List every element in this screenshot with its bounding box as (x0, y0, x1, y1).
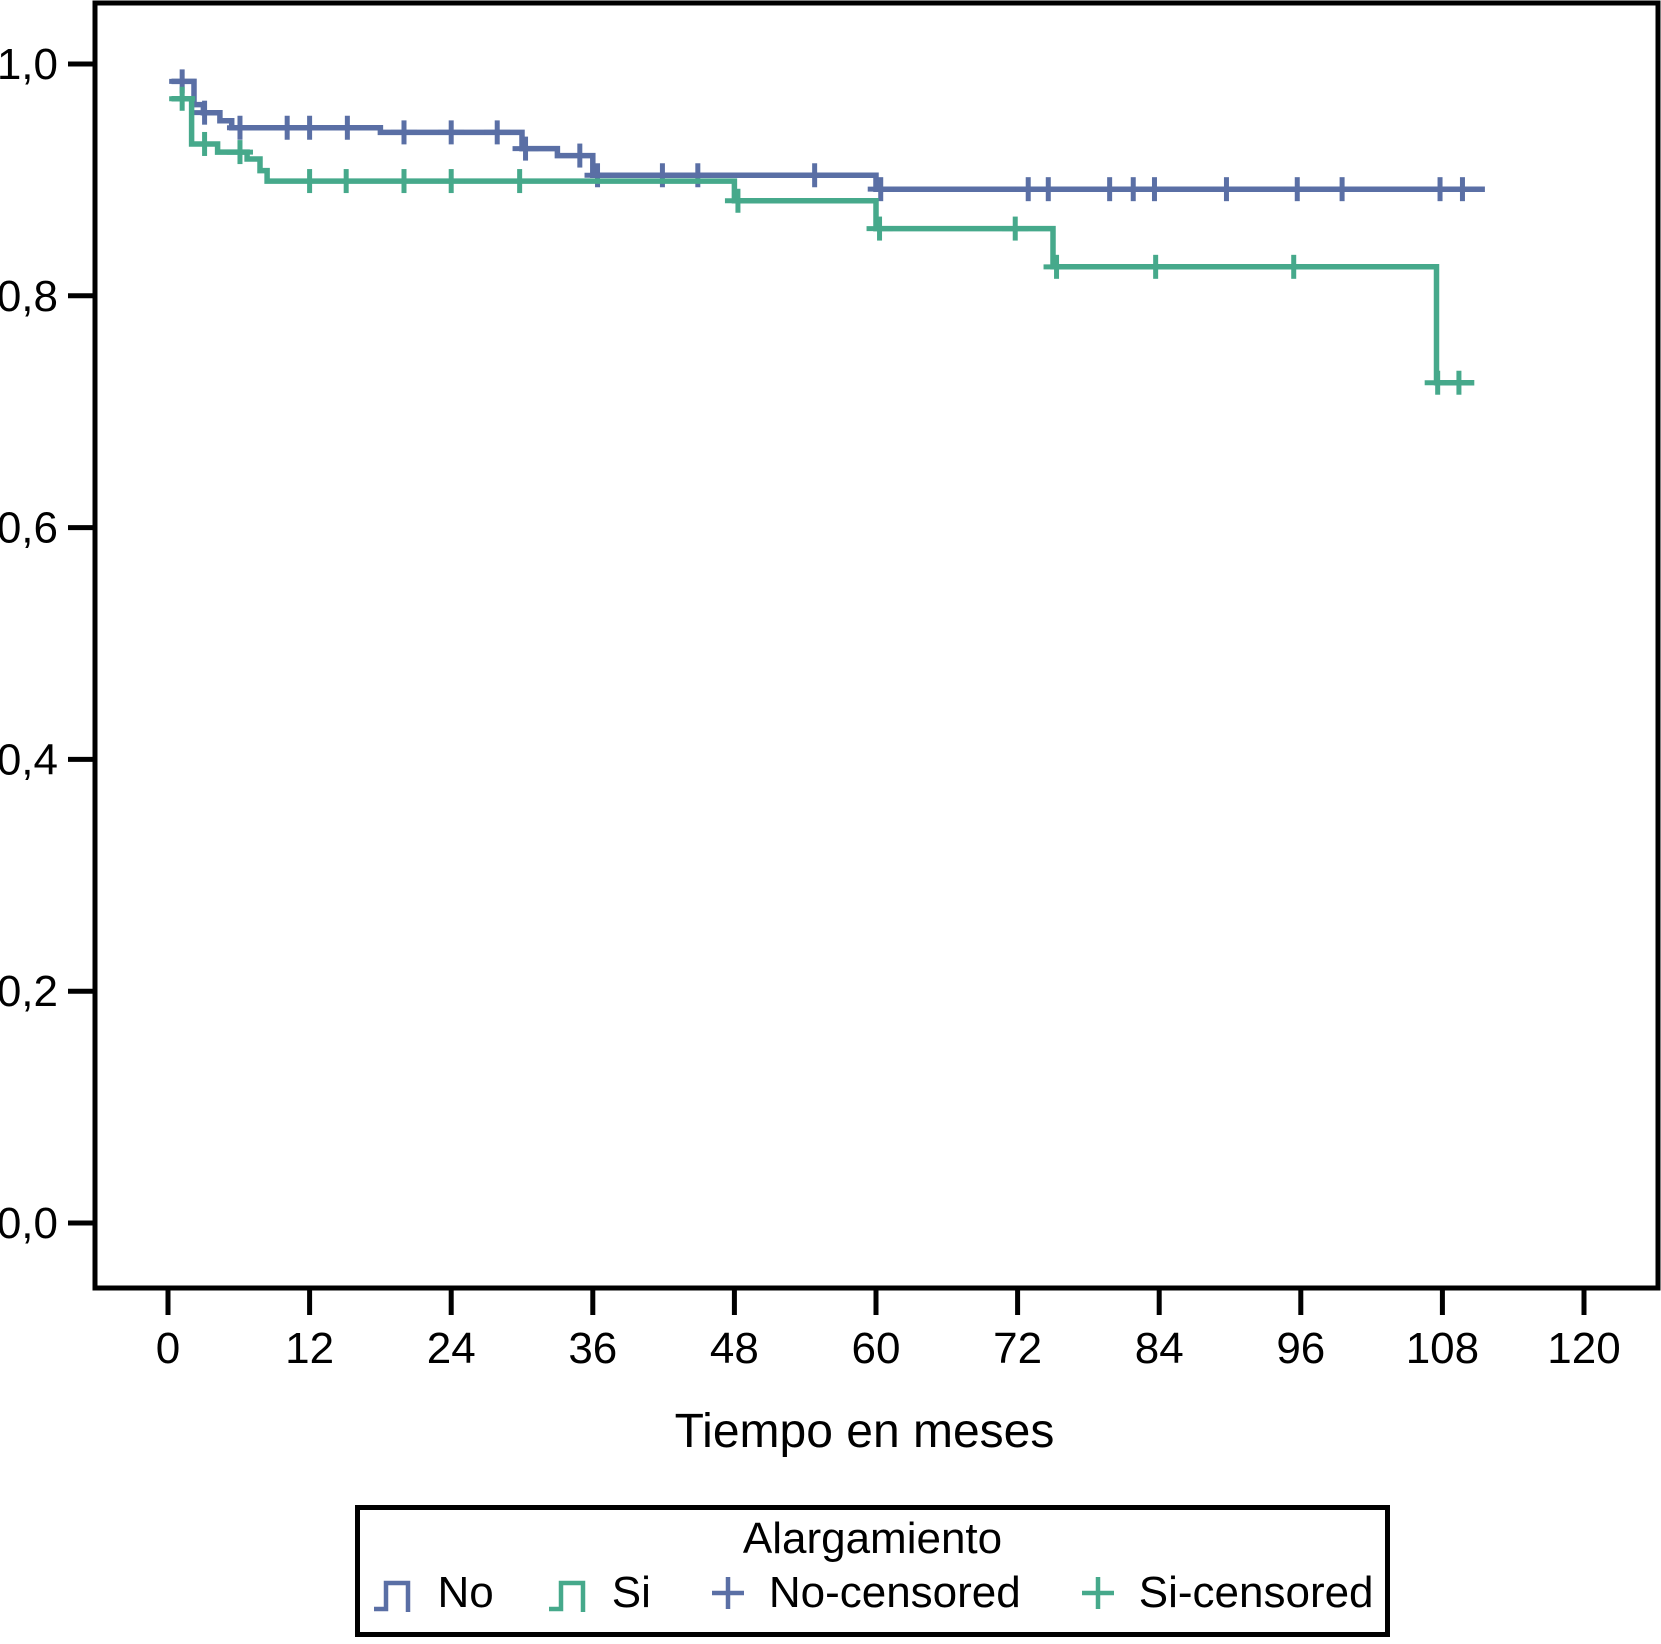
x-axis-tick-label: 60 (852, 1324, 901, 1373)
y-axis-tick-label: 0,4 (0, 735, 58, 784)
plus-censor-icon-si-censored (1081, 1577, 1114, 1609)
legend-item-no-censored: No-censored (703, 1568, 1021, 1618)
y-axis-tick-label: 1,0 (0, 40, 58, 89)
legend-title: Alargamiento (742, 1514, 1003, 1563)
legend-label: No (437, 1568, 494, 1617)
y-axis-tick-label: 0,8 (0, 272, 58, 321)
legend-item-no: No (371, 1568, 494, 1618)
x-axis-label: Tiempo en meses (675, 1405, 1055, 1458)
x-axis-tick-label: 48 (710, 1324, 759, 1373)
step-line-icon-no (374, 1580, 411, 1612)
legend-label: Si-censored (1138, 1568, 1374, 1617)
plot-frame (92, 0, 1661, 1291)
step-line-icon-si (548, 1580, 585, 1612)
y-axis-tick-label: 0,6 (0, 504, 58, 553)
x-axis-tick-label: 12 (285, 1324, 334, 1373)
x-axis-tick-label: 108 (1406, 1324, 1479, 1373)
x-axis-tick-label: 0 (156, 1324, 180, 1373)
x-axis-tick-label: 96 (1276, 1324, 1325, 1373)
y-axis-tick-label: 0,0 (0, 1199, 58, 1248)
plus-censor-icon-no-censored (711, 1577, 744, 1609)
x-axis-tick-label: 24 (427, 1324, 476, 1373)
legend-label: Si (611, 1568, 651, 1617)
legend-item-si-censored: Si-censored (1073, 1568, 1374, 1618)
y-axis-tick-label: 0,2 (0, 967, 58, 1016)
x-axis-tick-label: 72 (993, 1324, 1042, 1373)
x-axis-tick-label: 36 (568, 1324, 617, 1373)
km-curve-si (171, 96, 1475, 386)
legend: Alargamiento No Si No-censored Si-censored (355, 1505, 1390, 1637)
x-axis-tick-label: 84 (1135, 1324, 1184, 1373)
legend-items: No Si No-censored Si-censored (371, 1568, 1374, 1618)
legend-item-si: Si (546, 1568, 651, 1618)
km-curve-no (171, 78, 1485, 192)
legend-label: No-censored (768, 1568, 1021, 1617)
x-axis-tick-label: 120 (1547, 1324, 1620, 1373)
